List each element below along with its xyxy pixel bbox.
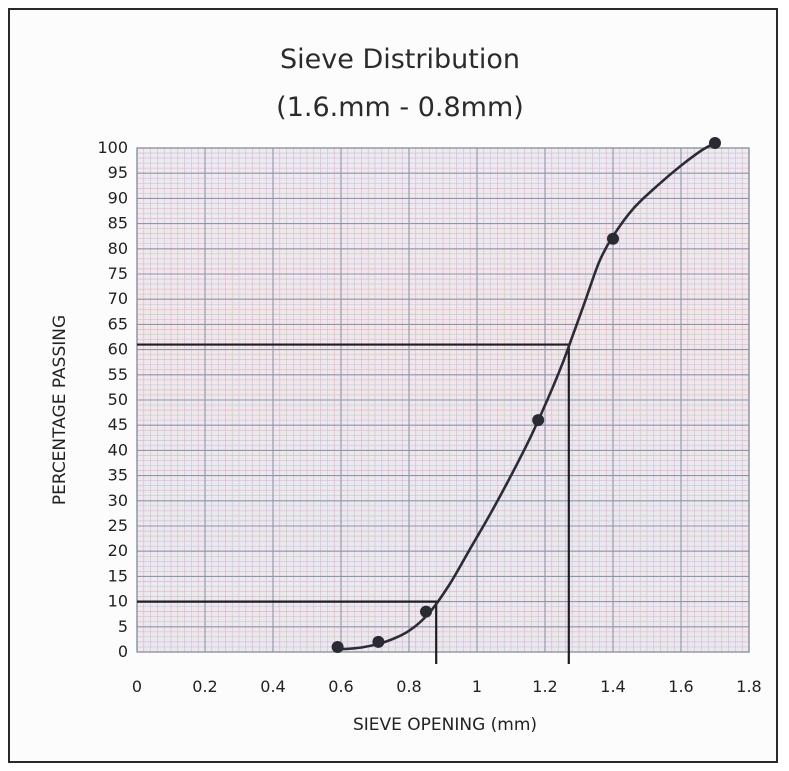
x-tick-label: 1.6 — [668, 677, 693, 696]
y-tick-label: 80 — [108, 239, 128, 258]
y-tick-label: 65 — [108, 314, 128, 333]
sieve-distribution-chart: Sieve Distribution (1.6.mm - 0.8mm) 0510… — [50, 44, 762, 735]
y-tick-label: 45 — [108, 415, 128, 434]
distribution-curve — [337, 141, 716, 651]
x-axis-ticks: 0 0.2 0.4 0.6 0.8 1 1.2 1.4 1.6 1.8 — [132, 677, 762, 696]
y-tick-label: 25 — [108, 516, 128, 535]
chart-subtitle: (1.6.mm - 0.8mm) — [276, 92, 524, 123]
x-axis-label: SIEVE OPENING (mm) — [353, 715, 537, 735]
data-points — [331, 136, 721, 653]
data-point — [607, 232, 619, 245]
y-tick-label: 30 — [108, 491, 128, 510]
reference-line — [137, 600, 438, 664]
y-tick-label: 85 — [108, 214, 128, 233]
major-grid — [136, 147, 750, 653]
data-point — [709, 136, 721, 149]
y-tick-label: 55 — [108, 365, 128, 384]
y-tick-label: 0 — [118, 642, 128, 661]
y-axis-label: PERCENTAGE PASSING — [50, 315, 70, 505]
plot-border — [136, 147, 750, 653]
chart-title: Sieve Distribution — [280, 44, 520, 75]
x-tick-label: 0 — [132, 677, 142, 696]
y-tick-label: 60 — [108, 340, 128, 359]
y-tick-label: 75 — [108, 264, 128, 283]
y-tick-label: 20 — [108, 541, 128, 560]
data-point — [420, 605, 432, 618]
y-tick-label: 40 — [108, 440, 128, 459]
data-point — [372, 635, 385, 648]
data-point — [331, 640, 344, 653]
x-tick-label: 0.6 — [328, 677, 353, 696]
x-tick-label: 1.2 — [532, 677, 557, 696]
y-tick-label: 90 — [108, 188, 128, 207]
y-tick-label: 35 — [108, 466, 128, 485]
x-tick-label: 1.8 — [736, 677, 761, 696]
y-tick-label: 10 — [108, 592, 128, 611]
x-tick-label: 1.4 — [600, 677, 625, 696]
chart-frame: Sieve Distribution (1.6.mm - 0.8mm) 0 5 10… — [8, 8, 778, 763]
y-tick-label: 5 — [118, 617, 128, 636]
data-point — [532, 414, 545, 427]
x-tick-label: 0.4 — [260, 677, 285, 696]
y-tick-label: 50 — [108, 390, 128, 409]
y-tick-label: 100 — [97, 138, 128, 157]
x-tick-label: 0.2 — [192, 677, 217, 696]
y-tick-label: 95 — [108, 163, 128, 182]
x-tick-label: 1 — [472, 677, 482, 696]
y-tick-label: 15 — [108, 566, 128, 585]
y-tick-label: 70 — [108, 289, 128, 308]
x-tick-label: 0.8 — [396, 677, 421, 696]
y-axis-ticks: 0 5 10 15 20 25 30 35 40 45 50 55 60 65 70 75 80 85 90 95 10… — [97, 138, 128, 661]
